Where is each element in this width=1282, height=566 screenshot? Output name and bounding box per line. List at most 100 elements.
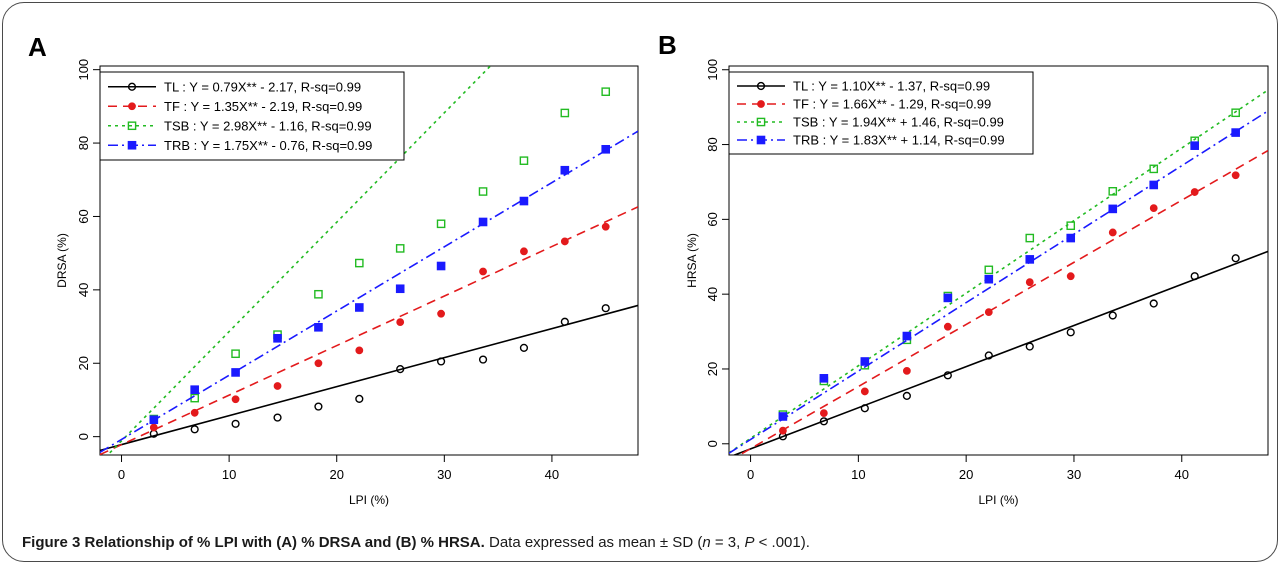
data-point (478, 217, 488, 227)
data-point (355, 346, 364, 355)
y-tick-label: 100 (705, 59, 720, 81)
data-point (560, 108, 570, 118)
x-axis-title: LPI (%) (978, 493, 1018, 507)
data-point (902, 391, 911, 401)
data-point (355, 258, 364, 268)
data-point (1025, 233, 1035, 243)
data-point (355, 394, 364, 403)
data-point (437, 309, 445, 318)
legend-entry: TF : Y = 1.66X** - 1.29, R-sq=0.99 (793, 97, 991, 112)
legend-entry: TL : Y = 0.79X** - 2.17, R-sq=0.99 (164, 79, 361, 94)
data-point (1025, 278, 1034, 287)
data-point (1190, 272, 1199, 281)
legend-marker (127, 121, 137, 131)
data-point (1149, 164, 1159, 174)
y-tick-label: 80 (76, 136, 91, 150)
data-point (314, 322, 323, 332)
figure-caption: Figure 3 Relationship of % LPI with (A) … (22, 534, 810, 551)
legend-entry: TSB : Y = 2.98X** - 1.16, R-sq=0.99 (164, 118, 372, 133)
data-point (819, 417, 828, 426)
data-point (149, 415, 159, 425)
data-point (190, 408, 199, 417)
caption-title: Relationship of % LPI with (A) % DRSA an… (84, 534, 485, 551)
x-tick-label: 40 (1175, 467, 1189, 482)
data-point (1231, 108, 1240, 118)
data-point (860, 387, 869, 396)
data-point (314, 289, 323, 299)
x-tick-label: 30 (1067, 467, 1081, 482)
y-tick-label: 80 (705, 137, 720, 151)
legend-marker (756, 81, 766, 91)
x-tick-label: 0 (118, 467, 125, 482)
legend-entry: TRB : Y = 1.75X** - 0.76, R-sq=0.99 (164, 138, 372, 153)
panel-b-plot: 0 10 20 30 40 0 20 40 60 80 100 LPI (%) HRSA (%) TL :… (685, 59, 1269, 507)
legend-marker (756, 135, 766, 145)
legend-entry: TF : Y = 1.35X** - 2.19, R-sq=0.99 (164, 99, 362, 114)
data-point (560, 317, 569, 326)
y-tick-label: 20 (76, 356, 91, 370)
series-fit-group (729, 110, 1268, 454)
data-point (190, 385, 199, 394)
panel-a-plot: 0 10 20 30 40 0 20 40 60 80 100 LPI (%) DRSA (%) TL :… (55, 59, 639, 507)
legend-marker (128, 102, 136, 111)
data-point (601, 222, 610, 231)
legend-marker (756, 117, 766, 127)
y-axis-title: HRSA (%) (685, 233, 699, 288)
data-point (355, 303, 364, 312)
data-point (601, 145, 611, 154)
data-point (231, 419, 240, 428)
series-fit-line (100, 206, 638, 455)
x-tick-label: 10 (851, 467, 865, 482)
y-tick-label: 40 (705, 287, 720, 301)
data-point (273, 334, 282, 343)
data-point (984, 351, 993, 360)
data-point (560, 237, 569, 246)
y-tick-label: 40 (76, 283, 91, 297)
data-point (478, 355, 488, 364)
data-point (601, 304, 610, 313)
data-point (1066, 272, 1075, 281)
series-fit-line (100, 130, 638, 453)
data-point (984, 308, 993, 317)
series-fit-group (732, 250, 1268, 455)
data-point (1231, 254, 1240, 263)
legend-marker (127, 140, 137, 150)
caption-p-symbol: P (744, 534, 755, 551)
legend-entry: TSB : Y = 1.94X** + 1.46, R-sq=0.99 (793, 115, 1004, 130)
data-point (1025, 342, 1034, 351)
x-axis-title: LPI (%) (349, 493, 389, 507)
data-point (779, 426, 787, 435)
data-point (1025, 255, 1035, 264)
panel-b-label: B (658, 30, 677, 60)
data-point (396, 365, 405, 374)
data-point (1066, 233, 1076, 243)
data-point (1108, 204, 1118, 214)
caption-note-prefix: Data expressed as mean ± SD ( (488, 534, 703, 551)
data-point (436, 357, 446, 366)
legend-marker (127, 82, 137, 91)
data-point (395, 284, 405, 294)
data-point (819, 374, 829, 383)
data-point (519, 343, 529, 352)
series-fit-group (100, 206, 638, 455)
y-tick-label: 20 (705, 362, 720, 376)
series-fit-group (100, 304, 638, 452)
series-fit-group (737, 149, 1268, 455)
panel-b: B 0 10 20 30 40 0 20 40 60 80 100 LPI (%) HRSA (%) TL… (658, 30, 1269, 507)
data-point (395, 244, 405, 253)
data-point (778, 412, 788, 421)
y-tick-label: 0 (76, 433, 91, 440)
data-point (478, 187, 488, 196)
x-tick-label: 10 (222, 467, 236, 482)
series-fit-line (737, 149, 1268, 455)
data-point (231, 368, 240, 377)
data-point (149, 423, 158, 432)
panel-a-label: A (28, 32, 47, 62)
x-tick-label: 0 (747, 467, 754, 482)
data-point (1149, 204, 1158, 213)
data-point (902, 366, 911, 375)
data-point (479, 267, 487, 276)
data-point (1149, 180, 1159, 190)
data-point (190, 425, 199, 434)
